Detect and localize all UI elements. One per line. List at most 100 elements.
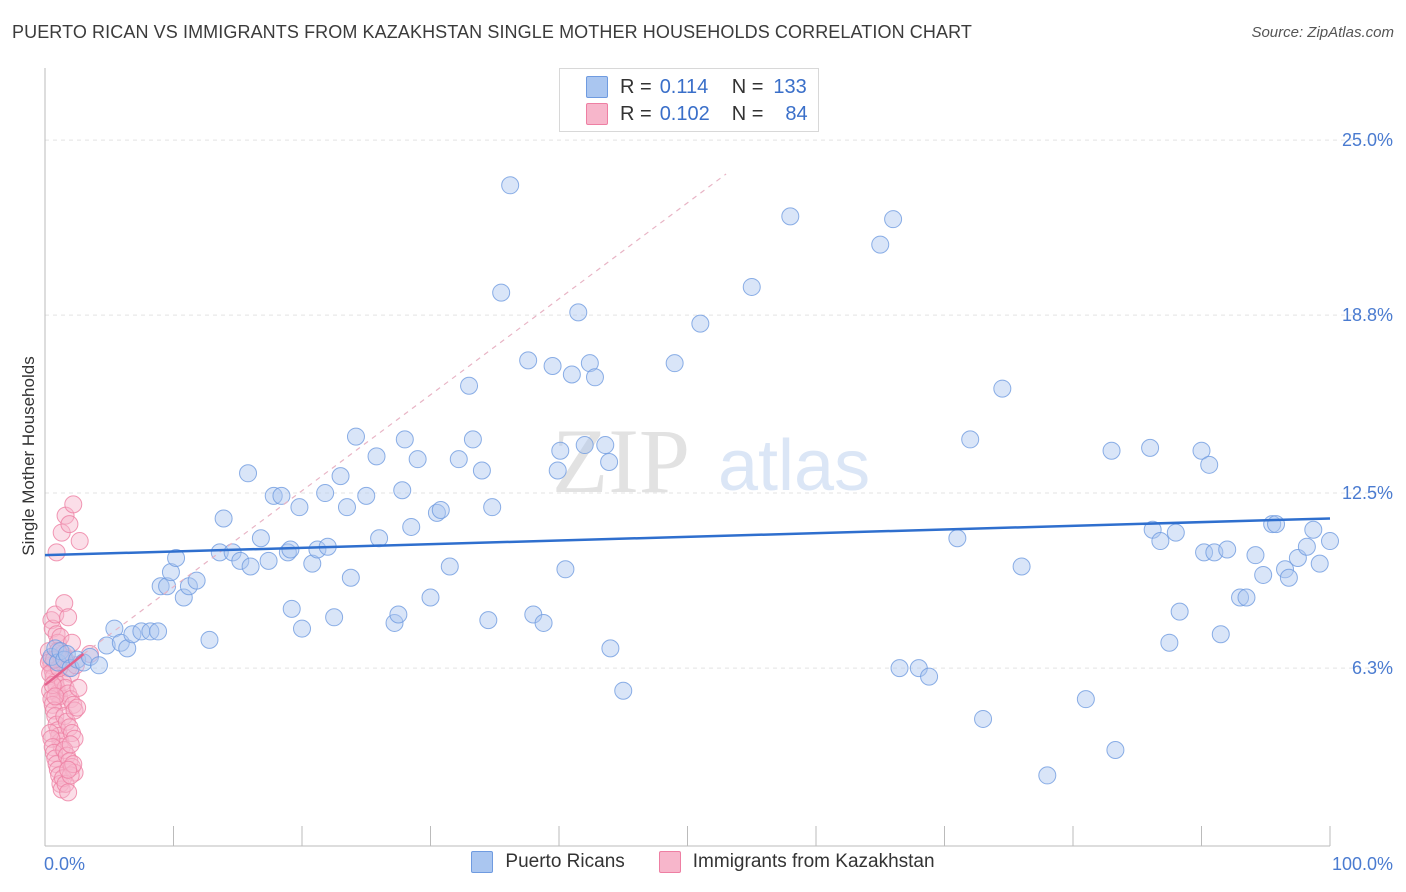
puerto-rican-point <box>961 430 980 449</box>
legend-n-label: N = <box>731 102 764 125</box>
puerto-rican-point <box>1276 560 1295 579</box>
puerto-rican-point <box>1218 540 1237 559</box>
legend-label-kazakhstan: Immigrants from Kazakhstan <box>692 851 935 872</box>
puerto-rican-point <box>341 568 360 587</box>
puerto-rican-point <box>1151 532 1170 551</box>
stats-legend: R = 0.114 N = 133 R = 0.102 N = 84 <box>559 68 819 132</box>
puerto-rican-point <box>884 210 903 229</box>
watermark-zip: ZIP <box>552 410 690 512</box>
x-tick-label: 0.0% <box>44 854 85 874</box>
puerto-rican-point <box>440 557 459 576</box>
puerto-rican-point <box>548 461 567 480</box>
legend-swatch-pink <box>658 851 681 873</box>
kazakhstan-point <box>65 701 84 720</box>
kazakhstan-point <box>43 738 62 757</box>
y-tick-label: 12.5% <box>1342 483 1393 503</box>
puerto-rican-point <box>293 619 311 638</box>
puerto-rican-point <box>534 613 553 632</box>
puerto-rican-point <box>1254 565 1273 584</box>
puerto-rican-point <box>272 486 291 505</box>
puerto-rican-point <box>264 486 283 505</box>
puerto-rican-point <box>421 588 440 607</box>
puerto-rican-point <box>393 481 412 500</box>
puerto-rican-point <box>259 551 278 570</box>
legend-n-label: N = <box>731 75 764 98</box>
trend-lines <box>44 173 1331 687</box>
legend-row-puerto-ricans: R = 0.114 N = 133 <box>586 73 807 101</box>
chart-title: PUERTO RICAN VS IMMIGRANTS FROM KAZAKHST… <box>12 22 972 42</box>
puerto-rican-point <box>601 639 620 658</box>
puerto-rican-point <box>948 529 967 548</box>
kazakhstan-point <box>59 760 78 779</box>
puerto-rican-point <box>367 447 386 466</box>
puerto-rican-point <box>1246 546 1265 565</box>
source-label: Source: ZipAtlas.com <box>1251 24 1394 41</box>
puerto-rican-point <box>569 303 588 322</box>
puerto-rican-point <box>871 235 890 254</box>
puerto-rican-point <box>1076 690 1095 709</box>
legend-label-puerto-ricans: Puerto Ricans <box>505 851 625 872</box>
legend-row-kazakhstan: R = 0.102 N = 84 <box>586 100 808 128</box>
puerto-rican-point <box>316 484 335 503</box>
puerto-rican-point <box>1237 588 1256 607</box>
puerto-rican-point <box>556 560 575 579</box>
puerto-rican-point <box>251 529 270 548</box>
puerto-rican-point <box>1192 441 1211 460</box>
series-legend: Puerto Ricans Immigrants from Kazakhstan <box>0 851 1406 873</box>
y-tick-label: 18.8% <box>1342 305 1393 325</box>
puerto-rican-point <box>151 577 170 596</box>
puerto-rican-point <box>551 441 570 460</box>
x-tick-label: 100.0% <box>1332 854 1393 874</box>
y-tick-label: 6.3% <box>1352 658 1393 678</box>
kazakhstan-point <box>69 678 88 697</box>
puerto-rican-point <box>149 622 168 641</box>
puerto-rican-point <box>1267 515 1286 534</box>
kazakhstan-point <box>44 701 63 720</box>
puerto-rican-point <box>596 436 615 455</box>
puerto-rican-point <box>472 461 491 480</box>
puerto-rican-point <box>214 509 233 528</box>
puerto-rican-point <box>665 354 684 373</box>
puerto-rican-point <box>585 368 604 387</box>
kazakhstan-point <box>46 687 65 706</box>
kazakhstan-point <box>61 735 80 754</box>
puerto-rican-point <box>781 207 800 226</box>
puerto-rican-point <box>1200 455 1219 474</box>
kazakhstan-point <box>64 755 83 774</box>
legend-n-value: 133 <box>773 75 807 98</box>
puerto-rican-point <box>408 450 427 469</box>
legend-r-label: R = <box>620 75 652 98</box>
puerto-rican-point <box>325 608 344 627</box>
y-axis-label: Single Mother Households <box>19 356 38 555</box>
puerto-rican-point <box>1211 625 1230 644</box>
puerto-rican-point <box>141 622 160 641</box>
puerto-rican-point <box>200 630 219 649</box>
puerto-rican-point <box>742 277 761 296</box>
puerto-rican-point <box>290 498 309 517</box>
puerto-rican-point <box>1038 766 1057 785</box>
y-tick-label: 25.0% <box>1342 130 1393 150</box>
puerto-rican-point <box>385 613 404 632</box>
puerto-rican-point <box>993 379 1012 398</box>
puerto-rican-point <box>331 467 350 486</box>
puerto-rican-point <box>483 498 502 517</box>
puerto-rican-point <box>920 667 939 686</box>
puerto-rican-point <box>158 577 177 596</box>
grid-lines <box>45 139 1392 669</box>
series-puerto-rican-points <box>42 176 1339 785</box>
puerto-rican-point <box>1012 557 1031 576</box>
x-tick-labels: 0.0% 100.0% <box>44 854 1393 874</box>
legend-swatch-blue <box>471 851 494 873</box>
puerto-rican-point <box>370 529 389 548</box>
puerto-rican-point <box>1279 568 1298 587</box>
puerto-rican-point <box>231 551 250 570</box>
legend-item-puerto-ricans[interactable]: Puerto Ricans <box>471 851 625 873</box>
kazakhstan-point <box>59 608 78 627</box>
legend-item-kazakhstan[interactable]: Immigrants from Kazakhstan <box>658 851 935 873</box>
puerto-rican-point <box>501 176 520 195</box>
puerto-rican-point <box>210 543 229 562</box>
legend-r-value: 0.102 <box>659 102 710 125</box>
puerto-rican-point <box>241 557 260 576</box>
puerto-rican-point <box>974 709 993 728</box>
puerto-rican-point <box>1166 523 1185 542</box>
